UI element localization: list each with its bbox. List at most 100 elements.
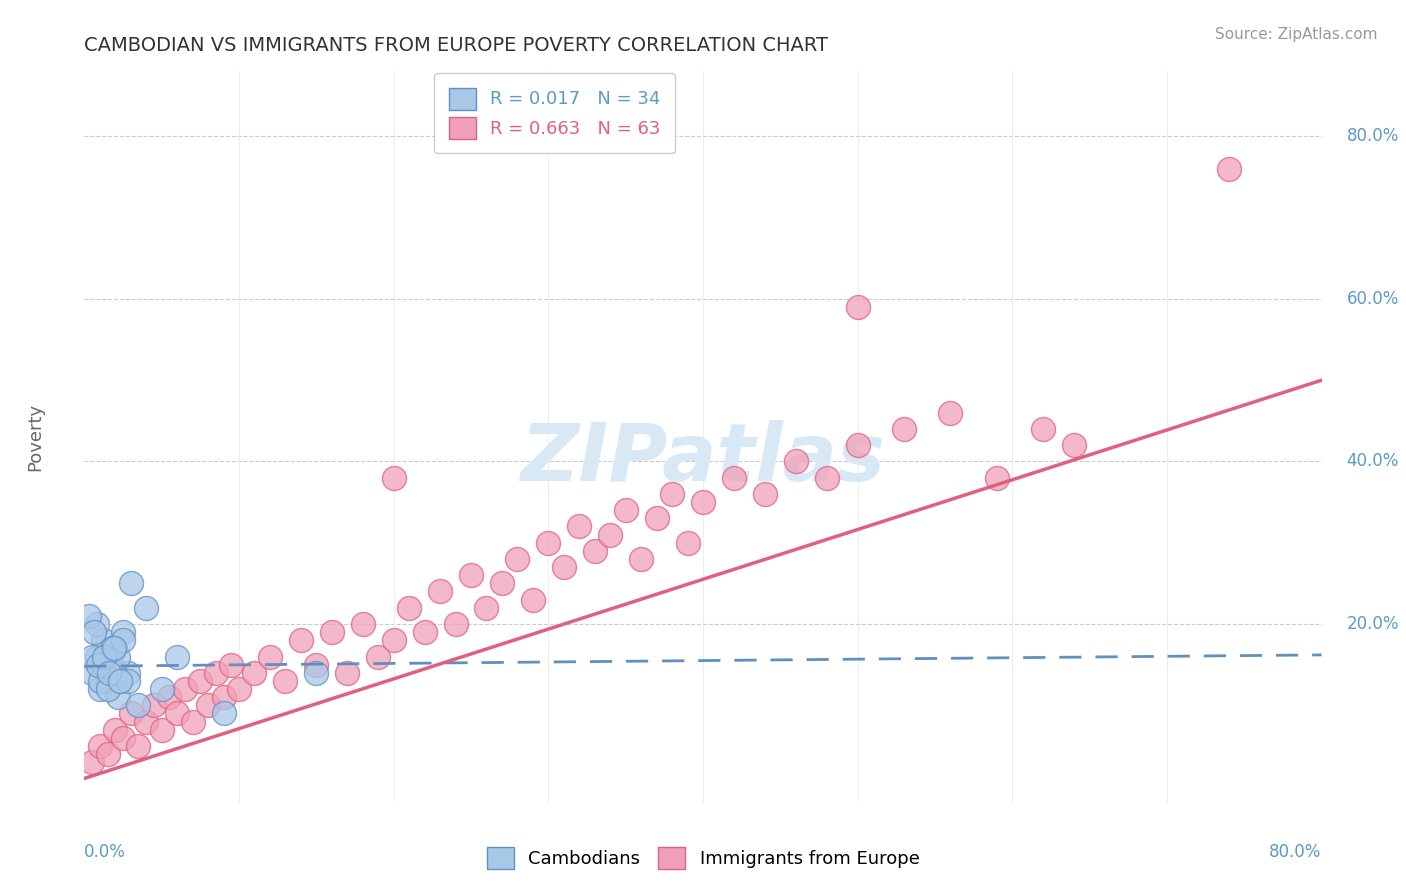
Point	[120, 576, 142, 591]
Point	[1063, 438, 1085, 452]
Point	[107, 649, 129, 664]
Point	[135, 600, 157, 615]
Point	[98, 665, 121, 680]
Point	[583, 544, 606, 558]
Point	[243, 665, 266, 680]
Point	[101, 657, 124, 672]
Point	[661, 487, 683, 501]
Text: CAMBODIAN VS IMMIGRANTS FROM EUROPE POVERTY CORRELATION CHART: CAMBODIAN VS IMMIGRANTS FROM EUROPE POVE…	[84, 36, 828, 54]
Point	[754, 487, 776, 501]
Text: Source: ZipAtlas.com: Source: ZipAtlas.com	[1215, 27, 1378, 42]
Text: 60.0%: 60.0%	[1347, 290, 1399, 308]
Point	[846, 300, 869, 314]
Point	[785, 454, 807, 468]
Point	[96, 673, 118, 688]
Text: 20.0%: 20.0%	[1347, 615, 1399, 633]
Point	[475, 600, 498, 615]
Point	[104, 641, 127, 656]
Point	[174, 681, 197, 696]
Point	[1032, 422, 1054, 436]
Point	[135, 714, 157, 729]
Text: 80.0%: 80.0%	[1347, 128, 1399, 145]
Point	[120, 706, 142, 721]
Point	[82, 755, 104, 769]
Point	[491, 576, 513, 591]
Point	[352, 617, 374, 632]
Text: 0.0%: 0.0%	[84, 843, 127, 861]
Point	[86, 617, 108, 632]
Point	[108, 673, 131, 688]
Point	[82, 665, 104, 680]
Point	[150, 723, 173, 737]
Point	[429, 584, 451, 599]
Point	[127, 698, 149, 713]
Point	[117, 665, 139, 680]
Point	[336, 665, 359, 680]
Point	[127, 739, 149, 753]
Point	[166, 706, 188, 721]
Point	[614, 503, 637, 517]
Point	[86, 649, 108, 664]
Point	[846, 438, 869, 452]
Point	[117, 673, 139, 688]
Point	[83, 625, 105, 640]
Point	[506, 552, 529, 566]
Point	[676, 535, 699, 549]
Point	[77, 608, 100, 623]
Point	[82, 649, 104, 664]
Point	[723, 471, 745, 485]
Point	[537, 535, 560, 549]
Point	[398, 600, 420, 615]
Point	[553, 560, 575, 574]
Point	[112, 731, 135, 745]
Point	[228, 681, 250, 696]
Point	[893, 422, 915, 436]
Point	[143, 698, 166, 713]
Legend: R = 0.017   N = 34, R = 0.663   N = 63: R = 0.017 N = 34, R = 0.663 N = 63	[434, 73, 675, 153]
Point	[599, 527, 621, 541]
Point	[188, 673, 211, 688]
Point	[815, 471, 838, 485]
Point	[197, 698, 219, 713]
Text: 40.0%: 40.0%	[1347, 452, 1399, 470]
Point	[150, 681, 173, 696]
Point	[986, 471, 1008, 485]
Point	[91, 633, 114, 648]
Point	[382, 633, 405, 648]
Point	[93, 649, 115, 664]
Point	[103, 641, 125, 656]
Point	[101, 641, 124, 656]
Point	[259, 649, 281, 664]
Point	[89, 681, 111, 696]
Point	[89, 739, 111, 753]
Point	[212, 706, 235, 721]
Point	[382, 471, 405, 485]
Point	[159, 690, 180, 705]
Point	[692, 495, 714, 509]
Point	[205, 665, 228, 680]
Point	[522, 592, 544, 607]
Point	[96, 681, 118, 696]
Point	[91, 657, 114, 672]
Point	[939, 406, 962, 420]
Text: 80.0%: 80.0%	[1270, 843, 1322, 861]
Point	[444, 617, 467, 632]
Point	[413, 625, 436, 640]
Text: ZIPatlas: ZIPatlas	[520, 420, 886, 498]
Point	[107, 690, 129, 705]
Point	[568, 519, 591, 533]
Point	[290, 633, 312, 648]
Point	[274, 673, 297, 688]
Point	[305, 657, 328, 672]
Point	[181, 714, 204, 729]
Point	[112, 625, 135, 640]
Point	[87, 657, 110, 672]
Point	[321, 625, 343, 640]
Point	[460, 568, 482, 582]
Point	[96, 747, 118, 761]
Legend: Cambodians, Immigrants from Europe: Cambodians, Immigrants from Europe	[478, 838, 928, 879]
Point	[104, 665, 127, 680]
Point	[104, 723, 127, 737]
Point	[630, 552, 652, 566]
Point	[166, 649, 188, 664]
